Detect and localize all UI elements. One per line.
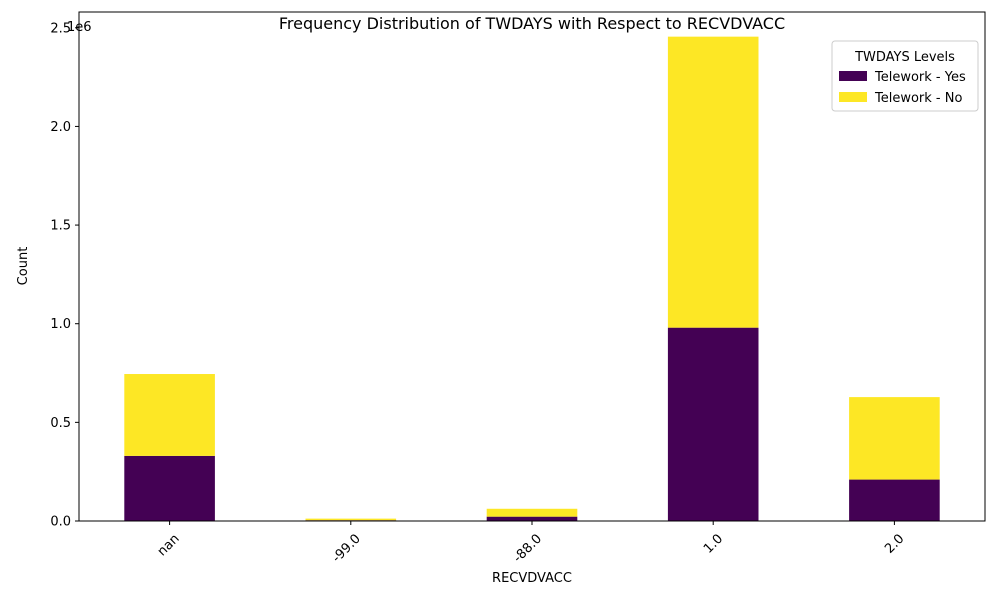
y-axis-title: Count [16, 247, 31, 286]
x-tick-label: -88.0 [511, 531, 545, 565]
legend-label-no: Telework - No [874, 91, 962, 106]
y-tick-label: 2.5 [50, 21, 71, 36]
legend-swatch-yes [839, 71, 867, 81]
bar-telework-yes-3 [667, 327, 759, 521]
x-tick-label: 1.0 [701, 531, 726, 556]
bar-telework-yes-4 [849, 479, 940, 521]
bar-telework-no-4 [849, 397, 940, 480]
legend-swatch-no [839, 92, 867, 102]
bar-telework-no-3 [667, 36, 759, 328]
legend: TWDAYS Levels Telework - Yes Telework - … [831, 40, 979, 112]
x-axis-title: RECVDVACC [492, 571, 572, 586]
legend-box [831, 40, 979, 112]
legend-title: TWDAYS Levels [854, 50, 955, 65]
bar-telework-no-0 [124, 374, 215, 456]
bar-telework-yes-2 [486, 516, 578, 521]
x-tick-label: 2.0 [882, 531, 907, 556]
x-tick-label: nan [155, 531, 183, 559]
bar-telework-no-2 [486, 508, 578, 517]
x-axis: nan -99.0 -88.0 1.0 2.0 [155, 521, 907, 566]
y-tick-label: 1.5 [50, 219, 71, 234]
y-axis: 0.0 0.5 1.0 1.5 2.0 2.5 [50, 21, 79, 530]
y-tick-label: 2.0 [50, 120, 71, 135]
legend-label-yes: Telework - Yes [874, 70, 966, 85]
bars-group [124, 36, 940, 521]
x-tick-label: -99.0 [329, 531, 363, 565]
y-tick-label: 0.5 [50, 416, 71, 431]
bar-telework-yes-0 [124, 455, 215, 521]
chart-title: Frequency Distribution of TWDAYS with Re… [279, 14, 785, 33]
y-tick-label: 0.0 [50, 515, 71, 530]
y-tick-label: 1.0 [50, 317, 71, 332]
plot-frame [78, 11, 986, 522]
bar-telework-no-1 [305, 518, 397, 521]
